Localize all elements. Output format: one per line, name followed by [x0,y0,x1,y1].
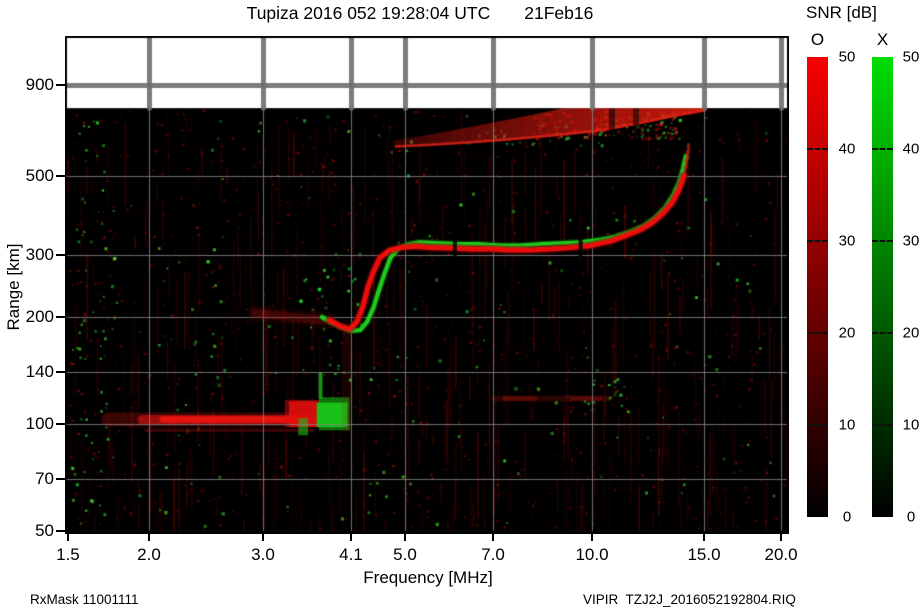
y-tick-mark [56,316,65,319]
colorbar-tick-label: 50 [902,48,920,66]
x-tick-mark [590,532,593,541]
x-tick-mark [403,532,406,541]
colorbar-tick-label: 30 [902,232,920,250]
x-tick-label: 20.0 [764,545,798,564]
x-tick-label: 5.0 [393,545,417,564]
colorbar-tick-label: 10 [838,416,856,434]
colorbar-tick-dash [807,332,828,334]
x-tick-mark [262,532,264,541]
x-tick-mark [66,532,69,541]
x-tick-label: 2.0 [137,545,161,564]
colorbar-tick-label: 10 [902,416,920,434]
colorbar-tick-label: 40 [838,140,856,158]
colorbar-tick-label: 0 [906,508,916,526]
x-tick-label: 10.0 [575,545,609,564]
x-tick-label: 15.0 [687,545,721,564]
colorbar-tick-label: 50 [838,48,856,66]
colorbar-tick-dash [872,332,893,334]
colorbar-tick-dash [807,148,828,150]
x-axis-label: Frequency [MHz] [363,568,493,587]
x-tick-mark [147,532,150,541]
x-tick-label: 4.1 [339,545,363,564]
y-tick-label: 140 [25,362,54,382]
y-tick-label: 70 [35,469,54,488]
colorbar-tick-dash [807,240,828,242]
y-tick-label: 300 [25,244,54,264]
colorbar-tick-label: 20 [902,324,920,342]
y-tick-mark [56,529,65,532]
x-tick-label: 1.5 [56,545,80,564]
y-tick-label: 50 [35,520,54,540]
x-tick-label: 3.0 [251,545,275,564]
colorbar-tick-dash [807,424,828,426]
y-tick-mark [56,423,65,426]
footer-filename: VIPIR TZJ2J_2016052192804.RIQ [583,592,796,607]
colorbar-tick-label: 40 [902,140,920,158]
page-title: Tupiza 2016 052 19:28:04 UTC 21Feb16 [246,3,594,23]
y-tick-mark [56,253,65,256]
colorbar-tick-label: 30 [838,232,856,250]
o-bar-label: O [810,30,825,49]
x-tick-mark [349,532,352,541]
x-bar-label: X [876,30,889,49]
y-tick-label: 100 [25,414,54,434]
y-tick-mark [56,478,65,480]
colorbar-tick-label: 20 [838,324,856,342]
footer-rxmask: RxMask 11001111 [30,592,139,607]
colorbar-title: SNR [dB] [806,3,877,22]
x-colorbar [872,57,893,517]
y-tick-mark [56,371,65,374]
colorbar-tick-dash [872,240,893,242]
colorbar-tick-label: 0 [842,508,852,526]
x-tick-mark [703,532,705,541]
y-tick-label: 200 [25,307,54,327]
ionogram-plot-canvas [65,36,789,534]
o-colorbar [807,57,828,517]
colorbar-tick-dash [872,148,893,150]
y-tick-label: 500 [25,165,54,185]
x-tick-mark [492,532,495,541]
y-tick-mark [56,174,65,177]
x-tick-label: 7.0 [481,545,505,564]
colorbar-tick-dash [872,424,893,426]
y-tick-mark [56,84,65,87]
x-tick-mark [780,532,783,541]
y-tick-label: 900 [25,75,54,95]
